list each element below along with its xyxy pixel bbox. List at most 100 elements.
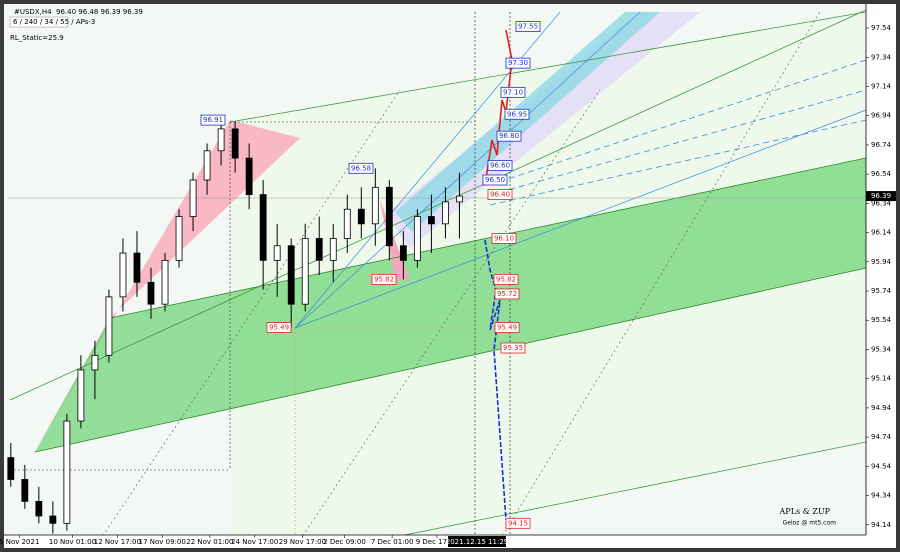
price-tag-box <box>487 159 513 171</box>
candle-body <box>7 457 15 480</box>
y-tick-label: 96.14 <box>871 229 892 237</box>
price-tag-box <box>505 57 531 69</box>
price-tag: 97.30 <box>508 59 528 67</box>
candle-body <box>35 500 43 517</box>
price-tag: 95.82 <box>374 275 394 283</box>
fan-line <box>294 11 641 329</box>
x-tick-label: 22 Nov 01:00 <box>186 538 233 546</box>
pink-channel <box>35 120 300 452</box>
candle-body <box>259 194 267 261</box>
price-tag-box <box>487 189 513 201</box>
candle-body <box>357 208 365 225</box>
trend-line <box>9 9 867 401</box>
x-tick-label: 9 Dec 17:00 <box>416 538 459 546</box>
cursor-time-box <box>448 536 506 547</box>
price-tag: 96.50 <box>485 176 505 184</box>
price-tag-box <box>266 322 292 333</box>
candle-body <box>287 245 295 305</box>
price-tag: 94.15 <box>508 519 528 527</box>
y-tick-label: 95.34 <box>871 345 892 353</box>
candle-body <box>77 369 85 422</box>
y-tick-label: 95.74 <box>871 287 892 295</box>
price-tag-box <box>504 108 530 120</box>
price-tag: 96.58 <box>351 164 371 172</box>
candle-body <box>456 195 463 203</box>
watermark: Geloz @ mt5.com <box>783 520 837 527</box>
price-tag: 96.60 <box>490 161 510 169</box>
price-tag: 96.40 <box>490 191 510 199</box>
cursor-time: 2021.12.15 11:29 <box>446 538 508 546</box>
price-tag: 95.49 <box>269 324 289 332</box>
y-tick-label: 94.94 <box>871 404 892 412</box>
y-tick-label: 95.54 <box>871 316 892 324</box>
x-tick-label: 29 Nov 17:00 <box>279 538 326 546</box>
candle-body <box>427 216 435 225</box>
price-tag-box <box>371 273 397 285</box>
candle-body <box>371 186 379 225</box>
dashed-line <box>489 119 867 206</box>
x-tick-label: 2 Dec 09:00 <box>323 538 366 546</box>
channel-edge <box>109 157 867 319</box>
x-tick-label: 24 Nov 17:00 <box>231 538 278 546</box>
candle-body <box>21 479 29 502</box>
x-tick-label: 10 Nov 01:00 <box>49 538 96 546</box>
trend-line <box>379 441 867 541</box>
dashed-line <box>489 89 867 196</box>
y-tick-label: 94.34 <box>871 492 892 500</box>
candle-body <box>63 420 71 524</box>
watermark: APLs & ZUP <box>779 507 831 516</box>
y-tick-label: 96.94 <box>871 112 892 120</box>
price-tag-box <box>494 322 520 333</box>
price-tag: 96.95 <box>507 110 527 118</box>
price-tag-box <box>491 233 517 244</box>
ohlc: 96.40 96.48 96.39 96.39 <box>56 8 143 16</box>
price-tag: 96.10 <box>494 234 514 242</box>
price-tag: 97.55 <box>518 23 538 31</box>
y-tick-label: 96.74 <box>871 141 892 149</box>
price-tag-box <box>348 162 374 174</box>
candle-body <box>245 157 253 196</box>
dotted-line <box>299 89 601 541</box>
candle-body <box>49 515 57 524</box>
price-tag: 96.91 <box>203 116 223 124</box>
fan-line <box>294 109 867 329</box>
candle-body <box>147 281 155 305</box>
y-tick-label: 97.14 <box>871 83 892 91</box>
price-tag-box <box>493 273 519 285</box>
candle-body <box>329 238 337 261</box>
y-tick-label: 94.74 <box>871 433 892 441</box>
candle-body <box>133 252 141 283</box>
x-tick-label: 17 Nov 09:00 <box>139 538 186 546</box>
candle-body <box>91 354 99 371</box>
price-tag-box <box>505 517 531 529</box>
settings: 6 / 240 / 34 / 55 / APs-3 <box>13 18 95 26</box>
cyan-band <box>395 12 660 232</box>
current-price-box <box>866 191 896 202</box>
y-tick-label: 96.34 <box>871 199 892 207</box>
overlays <box>8 9 867 541</box>
zigzag-down <box>484 239 507 521</box>
candle-body <box>413 216 421 261</box>
y-tick-label: 95.94 <box>871 258 892 266</box>
price-axis <box>866 4 896 548</box>
y-tick-label: 94.54 <box>871 462 892 470</box>
x-tick-label: 12 Nov 17:00 <box>94 538 141 546</box>
candle-body <box>343 208 351 239</box>
candle-body <box>442 201 449 225</box>
green-channel <box>35 158 866 452</box>
candle-body <box>273 245 281 261</box>
candle-body <box>231 128 239 159</box>
y-tick-label: 96.54 <box>871 170 892 178</box>
price-tag-box <box>200 114 226 126</box>
candle-body <box>189 179 197 217</box>
price-tag: 95.82 <box>496 275 516 283</box>
candle-body <box>105 296 113 356</box>
x-tick-label: 5 Nov 2021 <box>0 538 39 546</box>
price-tag-box <box>494 288 520 300</box>
lavender-band <box>385 12 700 248</box>
y-tick-label: 95.14 <box>871 375 892 383</box>
candle-body <box>399 245 407 261</box>
candle-body <box>217 128 225 152</box>
